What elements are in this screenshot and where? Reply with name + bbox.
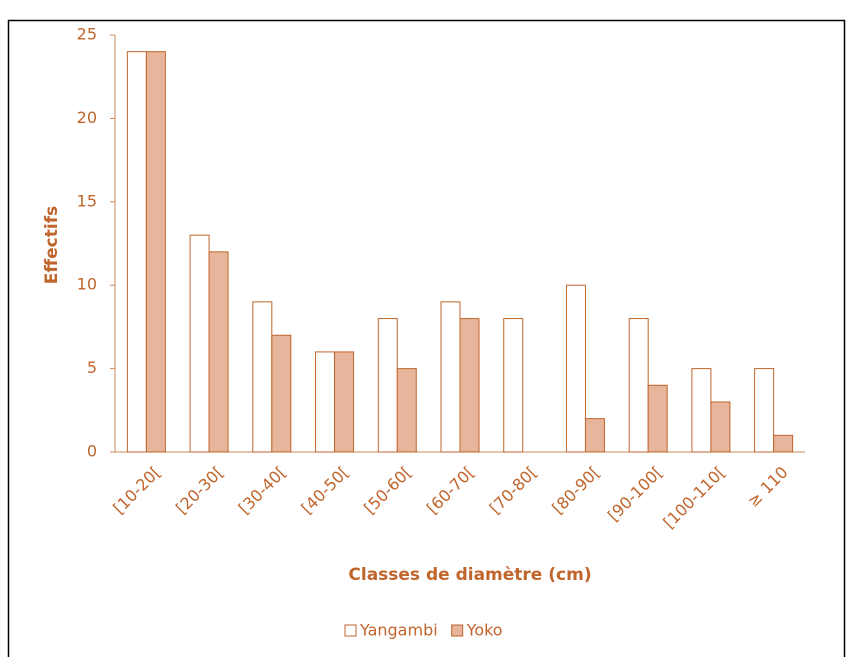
bar bbox=[584, 418, 605, 453]
y-axis-label: Effectifs bbox=[42, 206, 62, 284]
x-tick-label: [50-60[ bbox=[360, 463, 415, 518]
bar bbox=[754, 368, 775, 453]
x-tick-label: [20-30[ bbox=[172, 463, 227, 518]
x-tick-label: [10-20[ bbox=[109, 463, 164, 518]
bar bbox=[459, 318, 480, 453]
bar bbox=[396, 368, 417, 453]
x-tick-label: [40-50[ bbox=[297, 463, 352, 518]
bar bbox=[503, 318, 524, 453]
x-tick-label: [80-90[ bbox=[548, 463, 603, 518]
x-tick-label: [100-110[ bbox=[659, 463, 729, 533]
bar bbox=[189, 234, 210, 453]
y-tick-label: 15 bbox=[77, 191, 97, 210]
legend-label: Yangambi bbox=[359, 621, 438, 640]
bar bbox=[710, 401, 731, 453]
legend-swatch bbox=[451, 624, 464, 637]
y-tick-label: 0 bbox=[87, 442, 97, 461]
frame bbox=[7, 19, 846, 657]
bar bbox=[377, 318, 398, 453]
x-axis-label: Classes de diamètre (cm) bbox=[348, 565, 591, 585]
bar bbox=[126, 51, 147, 453]
bar bbox=[145, 51, 166, 453]
x-tick-label: [60-70[ bbox=[423, 463, 478, 518]
legend-label: Yoko bbox=[466, 621, 503, 640]
bar bbox=[565, 284, 586, 453]
x-tick-label: [30-40[ bbox=[235, 463, 290, 518]
y-tick-label: 20 bbox=[77, 108, 97, 127]
bar bbox=[252, 301, 273, 453]
bar bbox=[647, 384, 668, 453]
bar bbox=[628, 318, 649, 453]
bar bbox=[334, 351, 355, 453]
x-tick-label: [70-80[ bbox=[486, 463, 541, 518]
x-tick-label: ≥ 110 bbox=[744, 463, 792, 511]
bar bbox=[773, 434, 794, 453]
y-tick-label: 5 bbox=[87, 358, 97, 377]
bar bbox=[315, 351, 336, 453]
bar bbox=[440, 301, 461, 453]
x-tick-label: [90-100[ bbox=[604, 463, 666, 525]
bar bbox=[208, 251, 229, 453]
legend-swatch bbox=[344, 624, 357, 637]
bar bbox=[271, 334, 292, 453]
bar bbox=[691, 368, 712, 453]
y-tick-label: 25 bbox=[77, 25, 97, 44]
y-tick-label: 10 bbox=[77, 275, 97, 294]
